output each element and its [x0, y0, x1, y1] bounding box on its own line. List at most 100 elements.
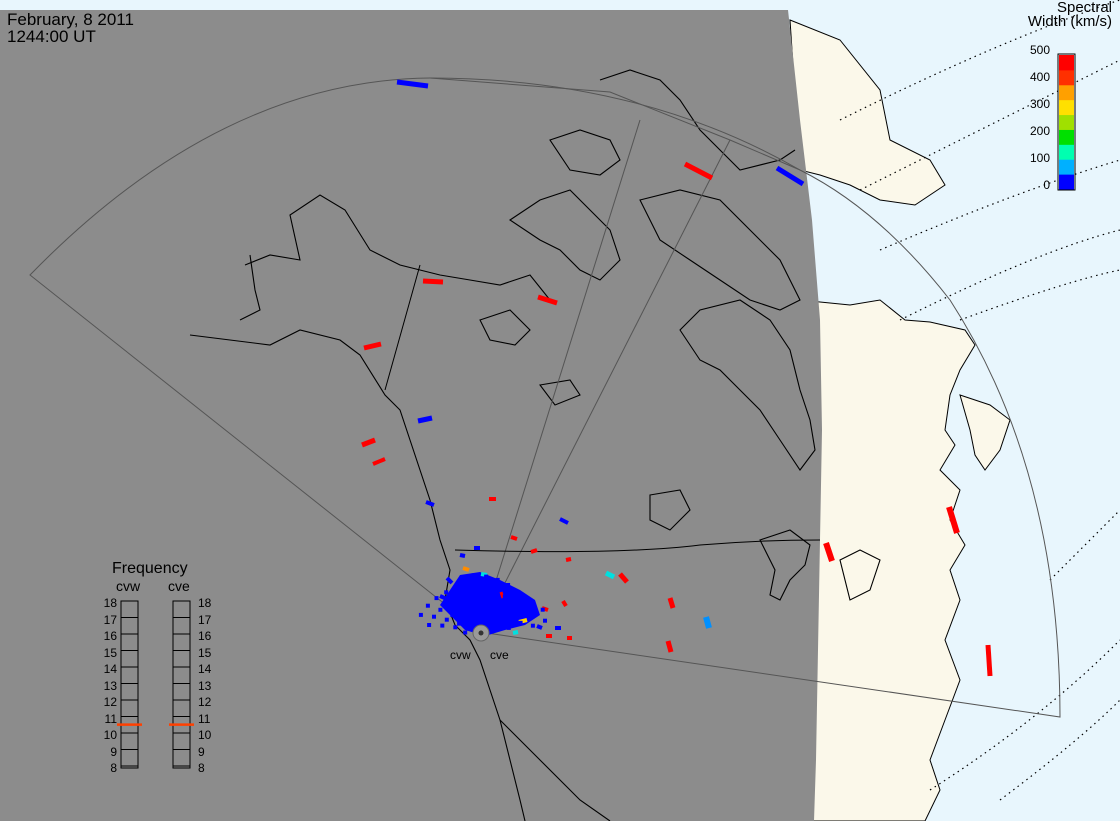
- echo-speckle: [495, 577, 500, 582]
- date-label: February, 8 2011: [7, 10, 134, 29]
- frequency-title: Frequency: [112, 560, 188, 577]
- freq-tick-label-right: 16: [198, 629, 212, 643]
- echo-cell: [703, 616, 712, 629]
- echo-cell: [565, 557, 572, 562]
- echo-speckle: [543, 618, 547, 623]
- echo-cell: [683, 161, 714, 181]
- echo-speckle: [527, 605, 531, 610]
- echo-cell: [667, 597, 676, 609]
- echo-speckle: [418, 612, 423, 617]
- echo-cell: [439, 594, 448, 601]
- freq-tick-label-left: 16: [103, 629, 117, 643]
- echo-cell: [396, 79, 429, 89]
- echo-speckle: [425, 603, 430, 608]
- echo-cell: [445, 576, 454, 585]
- echo-speckle: [506, 625, 511, 630]
- freq-tick-label-right: 12: [198, 695, 212, 709]
- colorbar-tick-label: 300: [1029, 97, 1050, 111]
- echo-speckle: [494, 619, 499, 624]
- echo-cell: [618, 572, 629, 584]
- echo-speckle: [518, 620, 523, 625]
- echo-speckle: [457, 621, 462, 626]
- colorbar-tick-label: 100: [1029, 151, 1050, 165]
- colorbar-band: [1059, 114, 1074, 130]
- freq-tick-label-left: 13: [103, 678, 117, 693]
- echo-speckle: [494, 589, 499, 594]
- day-land-newfoundland: [959, 394, 1011, 471]
- echo-speckle: [502, 594, 507, 599]
- echo-speckle: [434, 596, 439, 601]
- colorbar-tick-label: 400: [1029, 70, 1050, 84]
- echo-cell: [372, 457, 386, 466]
- echo-speckle: [471, 595, 475, 600]
- freq-column-cvw: cvw: [116, 578, 141, 594]
- echo-speckle: [453, 625, 458, 630]
- colorbar-band: [1059, 159, 1074, 175]
- freq-tick-label-left: 15: [103, 645, 117, 660]
- echo-speckle: [492, 616, 497, 621]
- echo-speckle: [514, 606, 518, 611]
- echo-cell: [530, 548, 538, 554]
- echo-cell: [604, 570, 616, 580]
- echo-cell: [499, 591, 505, 599]
- echo-speckle: [475, 606, 480, 611]
- freq-tick-label-left: 11: [104, 711, 117, 726]
- echo-speckle: [475, 584, 480, 589]
- freq-tick-label-left: 14: [103, 662, 117, 676]
- colorbar-band: [1059, 99, 1074, 116]
- fov-outline: [29, 77, 1061, 718]
- colorbar-title-line1: Spectral: [1056, 0, 1112, 16]
- echo-speckle: [462, 607, 467, 612]
- colorbar-tick-label: 500: [1029, 43, 1050, 57]
- echo-cell: [361, 437, 376, 448]
- echo-cell: [665, 640, 674, 653]
- echo-speckle: [466, 617, 471, 622]
- freq-bar-cve: [172, 600, 191, 769]
- colorbar-frame: [1057, 53, 1076, 191]
- echo-speckle: [493, 601, 497, 606]
- echo-cell: [363, 341, 382, 351]
- freq-tick-label-right: 14: [198, 662, 212, 676]
- echo-speckle: [465, 584, 470, 589]
- day-land-greenland: [789, 19, 946, 206]
- frequency-panel: [117, 600, 194, 769]
- freq-column-cve: cve: [168, 578, 190, 594]
- freq-tick-label-right: 15: [198, 645, 212, 660]
- night-region: [0, 10, 822, 821]
- echo-speckle: [471, 573, 476, 578]
- freq-tick-label-left: 10: [103, 728, 117, 742]
- echo-speckle: [456, 609, 461, 614]
- echo-speckle: [521, 597, 526, 602]
- echo-speckle: [438, 607, 443, 612]
- echo-cell: [462, 566, 470, 572]
- echo-speckle: [445, 602, 450, 607]
- freq-tick-label-right: 11: [198, 711, 211, 726]
- echo-speckle: [450, 612, 455, 617]
- freq-tick-label-right: 9: [198, 744, 205, 759]
- day-land-east-us: [799, 299, 976, 821]
- echo-speckle: [444, 590, 449, 595]
- echo-cell: [946, 506, 960, 534]
- echo-speckle: [530, 623, 535, 628]
- echo-group: [361, 79, 993, 677]
- coastlines: [189, 69, 881, 821]
- echo-speckle: [479, 596, 484, 601]
- echo-speckle: [517, 613, 522, 618]
- colorbar-band: [1059, 129, 1074, 145]
- echo-speckle: [444, 617, 449, 622]
- radar-label-cve: cve: [490, 648, 509, 662]
- echo-cell: [561, 599, 568, 608]
- echo-speckle: [463, 630, 468, 635]
- colorbar-band: [1059, 174, 1074, 190]
- echo-speckle: [509, 600, 514, 605]
- echo-speckle: [454, 598, 458, 603]
- echo-speckle: [484, 574, 489, 579]
- echo-speckle: [505, 615, 510, 620]
- radar-label-cvw: cvw: [450, 648, 471, 662]
- echo-cell: [422, 278, 444, 285]
- echo-speckle: [485, 586, 490, 591]
- echo-cell: [775, 165, 805, 187]
- freq-tick-label-left: 12: [103, 695, 117, 709]
- echo-cell: [985, 644, 993, 677]
- echo-speckle: [540, 607, 545, 612]
